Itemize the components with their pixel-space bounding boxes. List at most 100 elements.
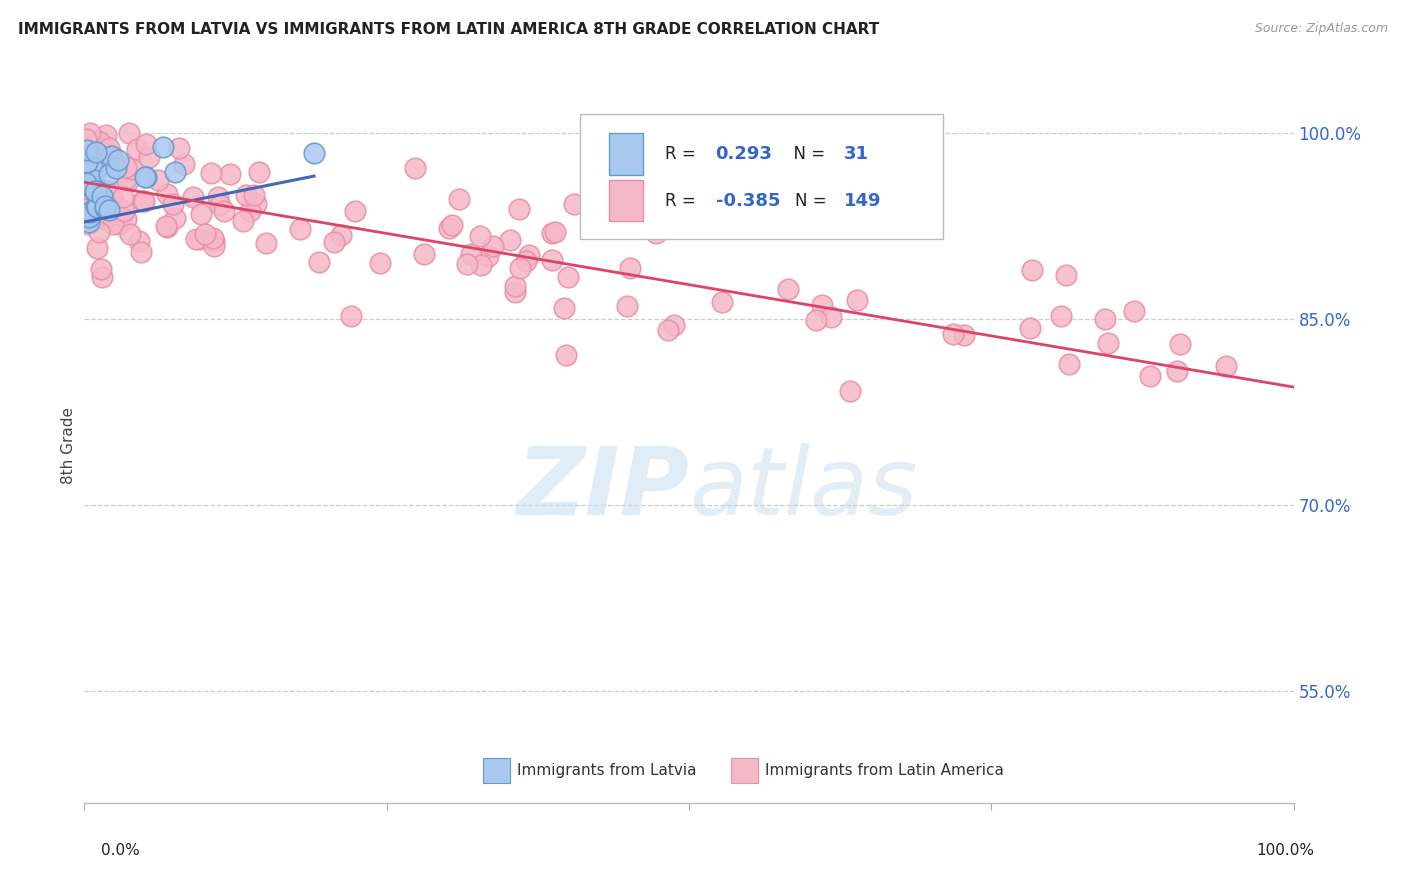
- Point: [75, 131, 97, 145]
- Point: [101, 217, 124, 231]
- Point: [96, 201, 118, 215]
- Point: [155, 219, 177, 234]
- Point: [190, 207, 212, 221]
- Point: [138, 150, 160, 164]
- Point: [117, 174, 139, 188]
- Point: [1019, 321, 1042, 335]
- Point: [84, 145, 107, 159]
- Point: [76, 144, 98, 158]
- Text: N =: N =: [783, 145, 831, 163]
- Text: R =: R =: [665, 192, 700, 210]
- Point: [80, 137, 103, 152]
- Point: [94, 128, 117, 143]
- Point: [162, 197, 184, 211]
- Point: [173, 156, 195, 170]
- Point: [89, 135, 111, 149]
- Point: [79, 205, 101, 219]
- Point: [79, 210, 101, 224]
- Point: [75, 206, 97, 220]
- Point: [105, 201, 128, 215]
- Point: [79, 127, 101, 141]
- Point: [77, 217, 100, 231]
- Point: [167, 141, 190, 155]
- Point: [290, 222, 312, 236]
- Point: [477, 249, 499, 263]
- Point: [100, 149, 122, 163]
- Point: [232, 213, 254, 227]
- Point: [456, 257, 478, 271]
- Point: [838, 384, 860, 398]
- Point: [619, 261, 641, 276]
- Point: [93, 194, 115, 208]
- Point: [82, 202, 104, 216]
- Point: [482, 239, 505, 253]
- Point: [188, 232, 211, 246]
- Point: [202, 239, 225, 253]
- Point: [100, 154, 122, 169]
- Point: [86, 199, 108, 213]
- Bar: [484, 758, 510, 783]
- Point: [80, 205, 103, 219]
- Point: [86, 187, 108, 202]
- Point: [645, 226, 668, 240]
- Point: [84, 185, 107, 199]
- Point: [155, 186, 177, 201]
- Point: [509, 261, 531, 276]
- Point: [413, 246, 436, 260]
- Text: R =: R =: [665, 145, 700, 163]
- Point: [132, 194, 155, 209]
- Point: [91, 195, 114, 210]
- Point: [202, 234, 225, 248]
- Point: [131, 194, 153, 208]
- Point: [207, 189, 229, 203]
- Point: [121, 161, 143, 176]
- Point: [86, 182, 108, 196]
- Point: [86, 241, 108, 255]
- Point: [953, 328, 976, 343]
- Point: [200, 166, 222, 180]
- Point: [517, 248, 540, 262]
- Point: [98, 203, 121, 218]
- Point: [115, 160, 138, 174]
- Point: [101, 148, 124, 162]
- Point: [460, 247, 482, 261]
- Point: [76, 155, 98, 169]
- Point: [239, 204, 262, 219]
- Point: [108, 160, 131, 174]
- Point: [515, 254, 537, 268]
- Point: [93, 196, 115, 211]
- Text: 149: 149: [844, 192, 882, 210]
- Text: Immigrants from Latin America: Immigrants from Latin America: [765, 764, 1004, 778]
- Point: [93, 149, 115, 163]
- Point: [96, 199, 118, 213]
- Point: [96, 184, 118, 198]
- Text: -0.385: -0.385: [716, 192, 780, 210]
- Point: [804, 312, 827, 326]
- Point: [562, 197, 585, 211]
- Bar: [609, 180, 643, 221]
- Point: [84, 184, 107, 198]
- Point: [118, 126, 141, 140]
- Point: [508, 202, 530, 216]
- Point: [437, 221, 460, 235]
- Point: [344, 204, 367, 219]
- Point: [540, 227, 562, 241]
- Point: [104, 161, 127, 176]
- Point: [1057, 357, 1080, 371]
- Point: [82, 209, 104, 223]
- Point: [84, 156, 107, 170]
- Text: N =: N =: [796, 192, 832, 210]
- Bar: [609, 134, 643, 175]
- Point: [503, 285, 526, 300]
- Point: [75, 130, 97, 145]
- Point: [323, 235, 346, 249]
- Text: ZIP: ZIP: [516, 442, 689, 535]
- Point: [146, 173, 169, 187]
- Point: [302, 146, 325, 161]
- Point: [1054, 268, 1077, 282]
- Point: [165, 165, 187, 179]
- Text: Source: ZipAtlas.com: Source: ZipAtlas.com: [1254, 22, 1388, 36]
- Point: [368, 256, 391, 270]
- Point: [129, 245, 152, 260]
- Point: [107, 153, 129, 167]
